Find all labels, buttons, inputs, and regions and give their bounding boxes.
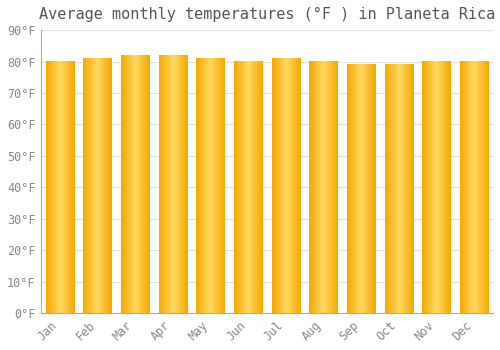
Title: Average monthly temperatures (°F ) in Planeta Rica: Average monthly temperatures (°F ) in Pl…: [39, 7, 495, 22]
